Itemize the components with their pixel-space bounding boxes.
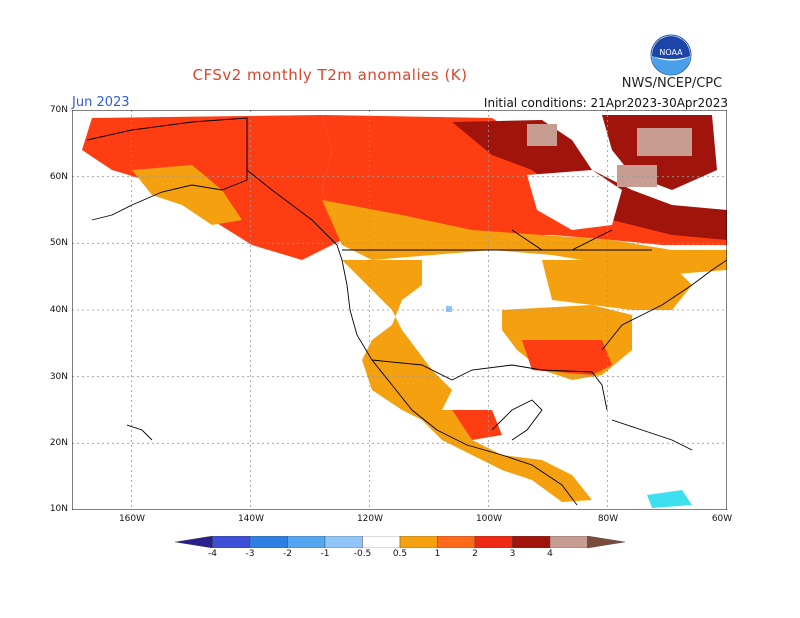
lon-label: 120W (356, 514, 384, 524)
logo-text: NOAA (659, 48, 683, 57)
lon-label: 80W (597, 514, 619, 524)
color-bar-swatch (437, 536, 476, 548)
color-bar-label: -4 (208, 549, 217, 559)
color-bar-label: -1 (320, 549, 330, 559)
color-bar-swatch (212, 536, 251, 548)
lon-label: 160W (118, 514, 146, 524)
agency-label: NWS/NCEP/CPC (621, 76, 723, 91)
color-bar-label: -3 (245, 549, 255, 559)
lat-label: 10N (49, 504, 68, 514)
lat-label: 50N (49, 238, 68, 248)
lat-label: 30N (49, 372, 68, 382)
color-bar-swatch (175, 536, 213, 548)
coastlines (86, 117, 727, 506)
color-bar-label: 2 (472, 549, 478, 559)
color-bar-label: -0.5 (353, 549, 372, 559)
lon-label: 140W (237, 514, 265, 524)
graticule (72, 110, 727, 510)
initial-conditions: Initial conditions: 21Apr2023-30Apr2023 (483, 96, 728, 110)
color-bar-swatch (474, 536, 513, 548)
color-bar-swatch (362, 536, 401, 548)
color-bar-swatch (324, 536, 363, 548)
lat-label: 70N (49, 105, 68, 115)
color-bar-swatch (512, 536, 551, 548)
anomaly-map (72, 110, 727, 510)
chart-title: CFSv2 monthly T2m anomalies (K) (192, 66, 468, 84)
color-bar-swatch (587, 536, 625, 548)
lat-label: 60N (49, 172, 68, 182)
color-bar-swatch (399, 536, 438, 548)
lat-label: 20N (49, 438, 68, 448)
color-bar-swatch (287, 536, 326, 548)
forecast-month: Jun 2023 (72, 95, 130, 110)
lon-label: 60W (711, 514, 733, 524)
color-bar-label: 3 (509, 549, 516, 559)
color-bar (175, 536, 625, 548)
lat-label: 40N (49, 305, 68, 315)
color-bar-label: 1 (434, 549, 441, 559)
color-bar-label: -2 (283, 549, 292, 559)
noaa-logo: NOAA (650, 34, 692, 76)
color-bar-swatch (549, 536, 588, 548)
anomaly-fields (82, 115, 727, 508)
color-bar-label: 0.5 (392, 549, 408, 559)
lon-label: 100W (475, 514, 503, 524)
color-bar-label: 4 (547, 549, 553, 559)
color-bar-swatch (249, 536, 288, 548)
